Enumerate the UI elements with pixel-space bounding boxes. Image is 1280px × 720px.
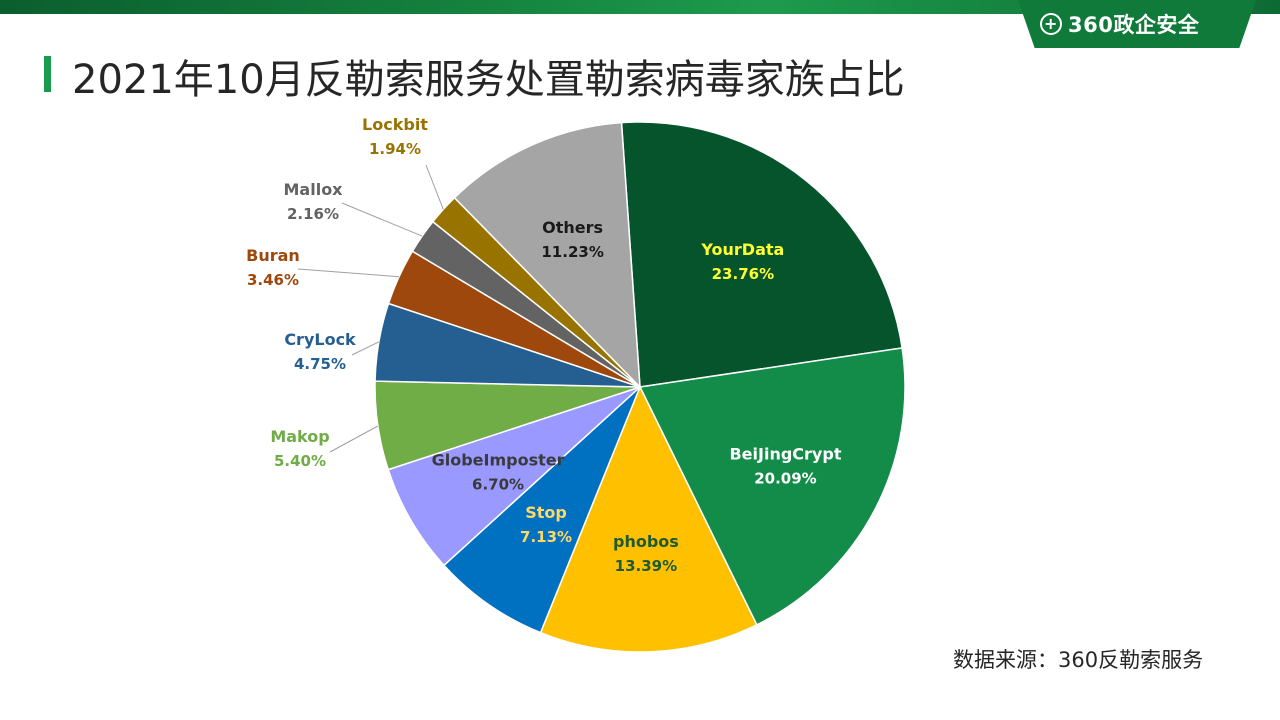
pie-slice-others [453, 121, 641, 389]
pie-slice-globeimposter [387, 386, 641, 567]
pie-slice-stop [442, 386, 641, 634]
slice-value-phobos: 13.39% [615, 557, 677, 575]
slice-label-yourdata: YourData [700, 240, 784, 259]
slice-value-stop: 7.13% [520, 528, 572, 546]
slice-label-mallox: Mallox [284, 180, 344, 199]
pie-slice-yourdata [620, 121, 903, 388]
brand-logo-text: 360政企安全 [1068, 13, 1200, 37]
slice-label-stop: Stop [525, 503, 567, 522]
slice-label-phobos: phobos [613, 532, 679, 551]
slice-value-makop: 5.40% [274, 452, 326, 470]
slice-label-others: Others [542, 218, 603, 237]
slice-label-lockbit: Lockbit [362, 115, 428, 134]
slice-value-globeimposter: 6.70% [472, 476, 524, 494]
title-accent-bar [44, 56, 51, 92]
pie-slice-beijingcrypt [638, 347, 906, 626]
pie-slice-phobos [539, 385, 758, 653]
slice-label-beijingcrypt: BeiJingCrypt [729, 444, 841, 463]
slice-value-beijingcrypt: 20.09% [754, 469, 816, 487]
slice-value-lockbit: 1.94% [369, 140, 421, 158]
slice-value-others: 11.23% [541, 243, 603, 261]
slice-label-crylock: CryLock [284, 330, 356, 349]
slice-label-makop: Makop [270, 427, 329, 446]
page-title: 2021年10月反勒索服务处置勒索病毒家族占比 [72, 57, 905, 103]
top-banner-band [0, 0, 1280, 14]
slice-value-yourdata: 23.76% [712, 265, 774, 283]
slice-value-buran: 3.46% [247, 271, 299, 289]
plus-circle-icon: + [1040, 13, 1062, 35]
slice-value-mallox: 2.16% [287, 205, 339, 223]
leader-line-mallox [341, 202, 423, 237]
slice-label-globeimposter: GlobeImposter [432, 451, 565, 470]
leader-line-makop [329, 425, 379, 453]
leader-line-lockbit [425, 164, 444, 210]
data-source-note: 数据来源：360反勒索服务 [953, 648, 1204, 672]
leader-line-crylock [351, 341, 380, 356]
slice-label-buran: Buran [246, 246, 300, 265]
leader-line-buran [297, 268, 400, 278]
slice-value-crylock: 4.75% [294, 355, 346, 373]
brand-logo: + 360政企安全 [1040, 8, 1199, 40]
